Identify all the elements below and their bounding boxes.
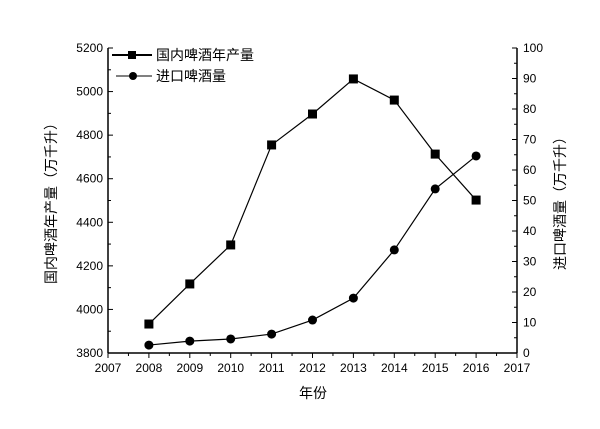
x-tick-label: 2015 — [422, 361, 449, 375]
x-tick-label: 2008 — [136, 361, 163, 375]
y-tick-label: 5200 — [76, 41, 103, 55]
legend-label-import: 进口啤酒量 — [156, 68, 226, 84]
data-point-square — [348, 74, 358, 84]
data-point-circle — [144, 340, 154, 350]
y-tick-label: 4600 — [76, 172, 103, 186]
y-axis-label: 国内啤酒年产量（万千升） — [43, 116, 59, 284]
data-point-circle — [471, 151, 481, 161]
x-tick-label: 2013 — [340, 361, 367, 375]
x-tick-label: 2007 — [95, 361, 122, 375]
legend-circle-marker — [129, 72, 137, 80]
data-point-square — [144, 319, 154, 329]
y2-tick-label: 50 — [523, 194, 537, 208]
legend-square-marker — [128, 51, 136, 59]
y2-tick-label: 10 — [523, 316, 537, 330]
data-point-circle — [348, 293, 358, 303]
y-tick-label: 4800 — [76, 128, 103, 142]
y-tick-label: 3800 — [76, 346, 103, 360]
y-tick-label: 4000 — [76, 302, 103, 316]
data-point-square — [308, 109, 317, 119]
x-tick-label: 2010 — [217, 361, 244, 375]
legend-label-domestic: 国内啤酒年产量 — [156, 47, 254, 63]
data-point-square — [226, 240, 236, 250]
data-point-circle — [430, 184, 440, 194]
y2-tick-label: 100 — [523, 41, 543, 55]
y2-tick-label: 40 — [523, 224, 537, 238]
legend: 国内啤酒年产量 进口啤酒量 — [112, 47, 254, 84]
y-tick-label: 5000 — [76, 85, 103, 99]
y2-tick-label: 70 — [523, 133, 537, 147]
x-tick-label: 2014 — [381, 361, 408, 375]
y-tick-label: 4400 — [76, 215, 103, 229]
data-point-circle — [267, 329, 277, 339]
y-tick-label: 4200 — [76, 259, 103, 273]
x-tick-label: 2016 — [463, 361, 490, 375]
data-point-circle — [308, 315, 317, 325]
x-axis-label: 年份 — [299, 385, 327, 401]
data-point-square — [267, 140, 277, 150]
x-tick-label: 2017 — [504, 361, 531, 375]
data-point-square — [430, 149, 440, 159]
axes: 2007 2008 2009 2010 2011 2012 2013 2014 2015 2016… — [76, 41, 543, 375]
data-point-square — [389, 95, 399, 105]
marks — [144, 74, 481, 350]
x-tick-label: 2012 — [299, 361, 326, 375]
data-point-circle — [185, 336, 195, 346]
y2-tick-label: 20 — [523, 285, 537, 299]
y2-tick-label: 80 — [523, 102, 537, 116]
data-point-circle — [389, 245, 399, 255]
y2-tick-label: 30 — [523, 255, 537, 269]
data-point-square — [185, 279, 195, 289]
y2-tick-label: 0 — [523, 346, 530, 360]
y2-axis-label: 进口啤酒量（万千升） — [552, 130, 568, 270]
x-tick-label: 2009 — [176, 361, 203, 375]
data-point-circle — [226, 334, 236, 344]
y2-tick-label: 60 — [523, 163, 537, 177]
data-point-square — [471, 195, 481, 205]
y2-tick-label: 90 — [523, 72, 537, 86]
x-tick-label: 2011 — [259, 361, 285, 375]
